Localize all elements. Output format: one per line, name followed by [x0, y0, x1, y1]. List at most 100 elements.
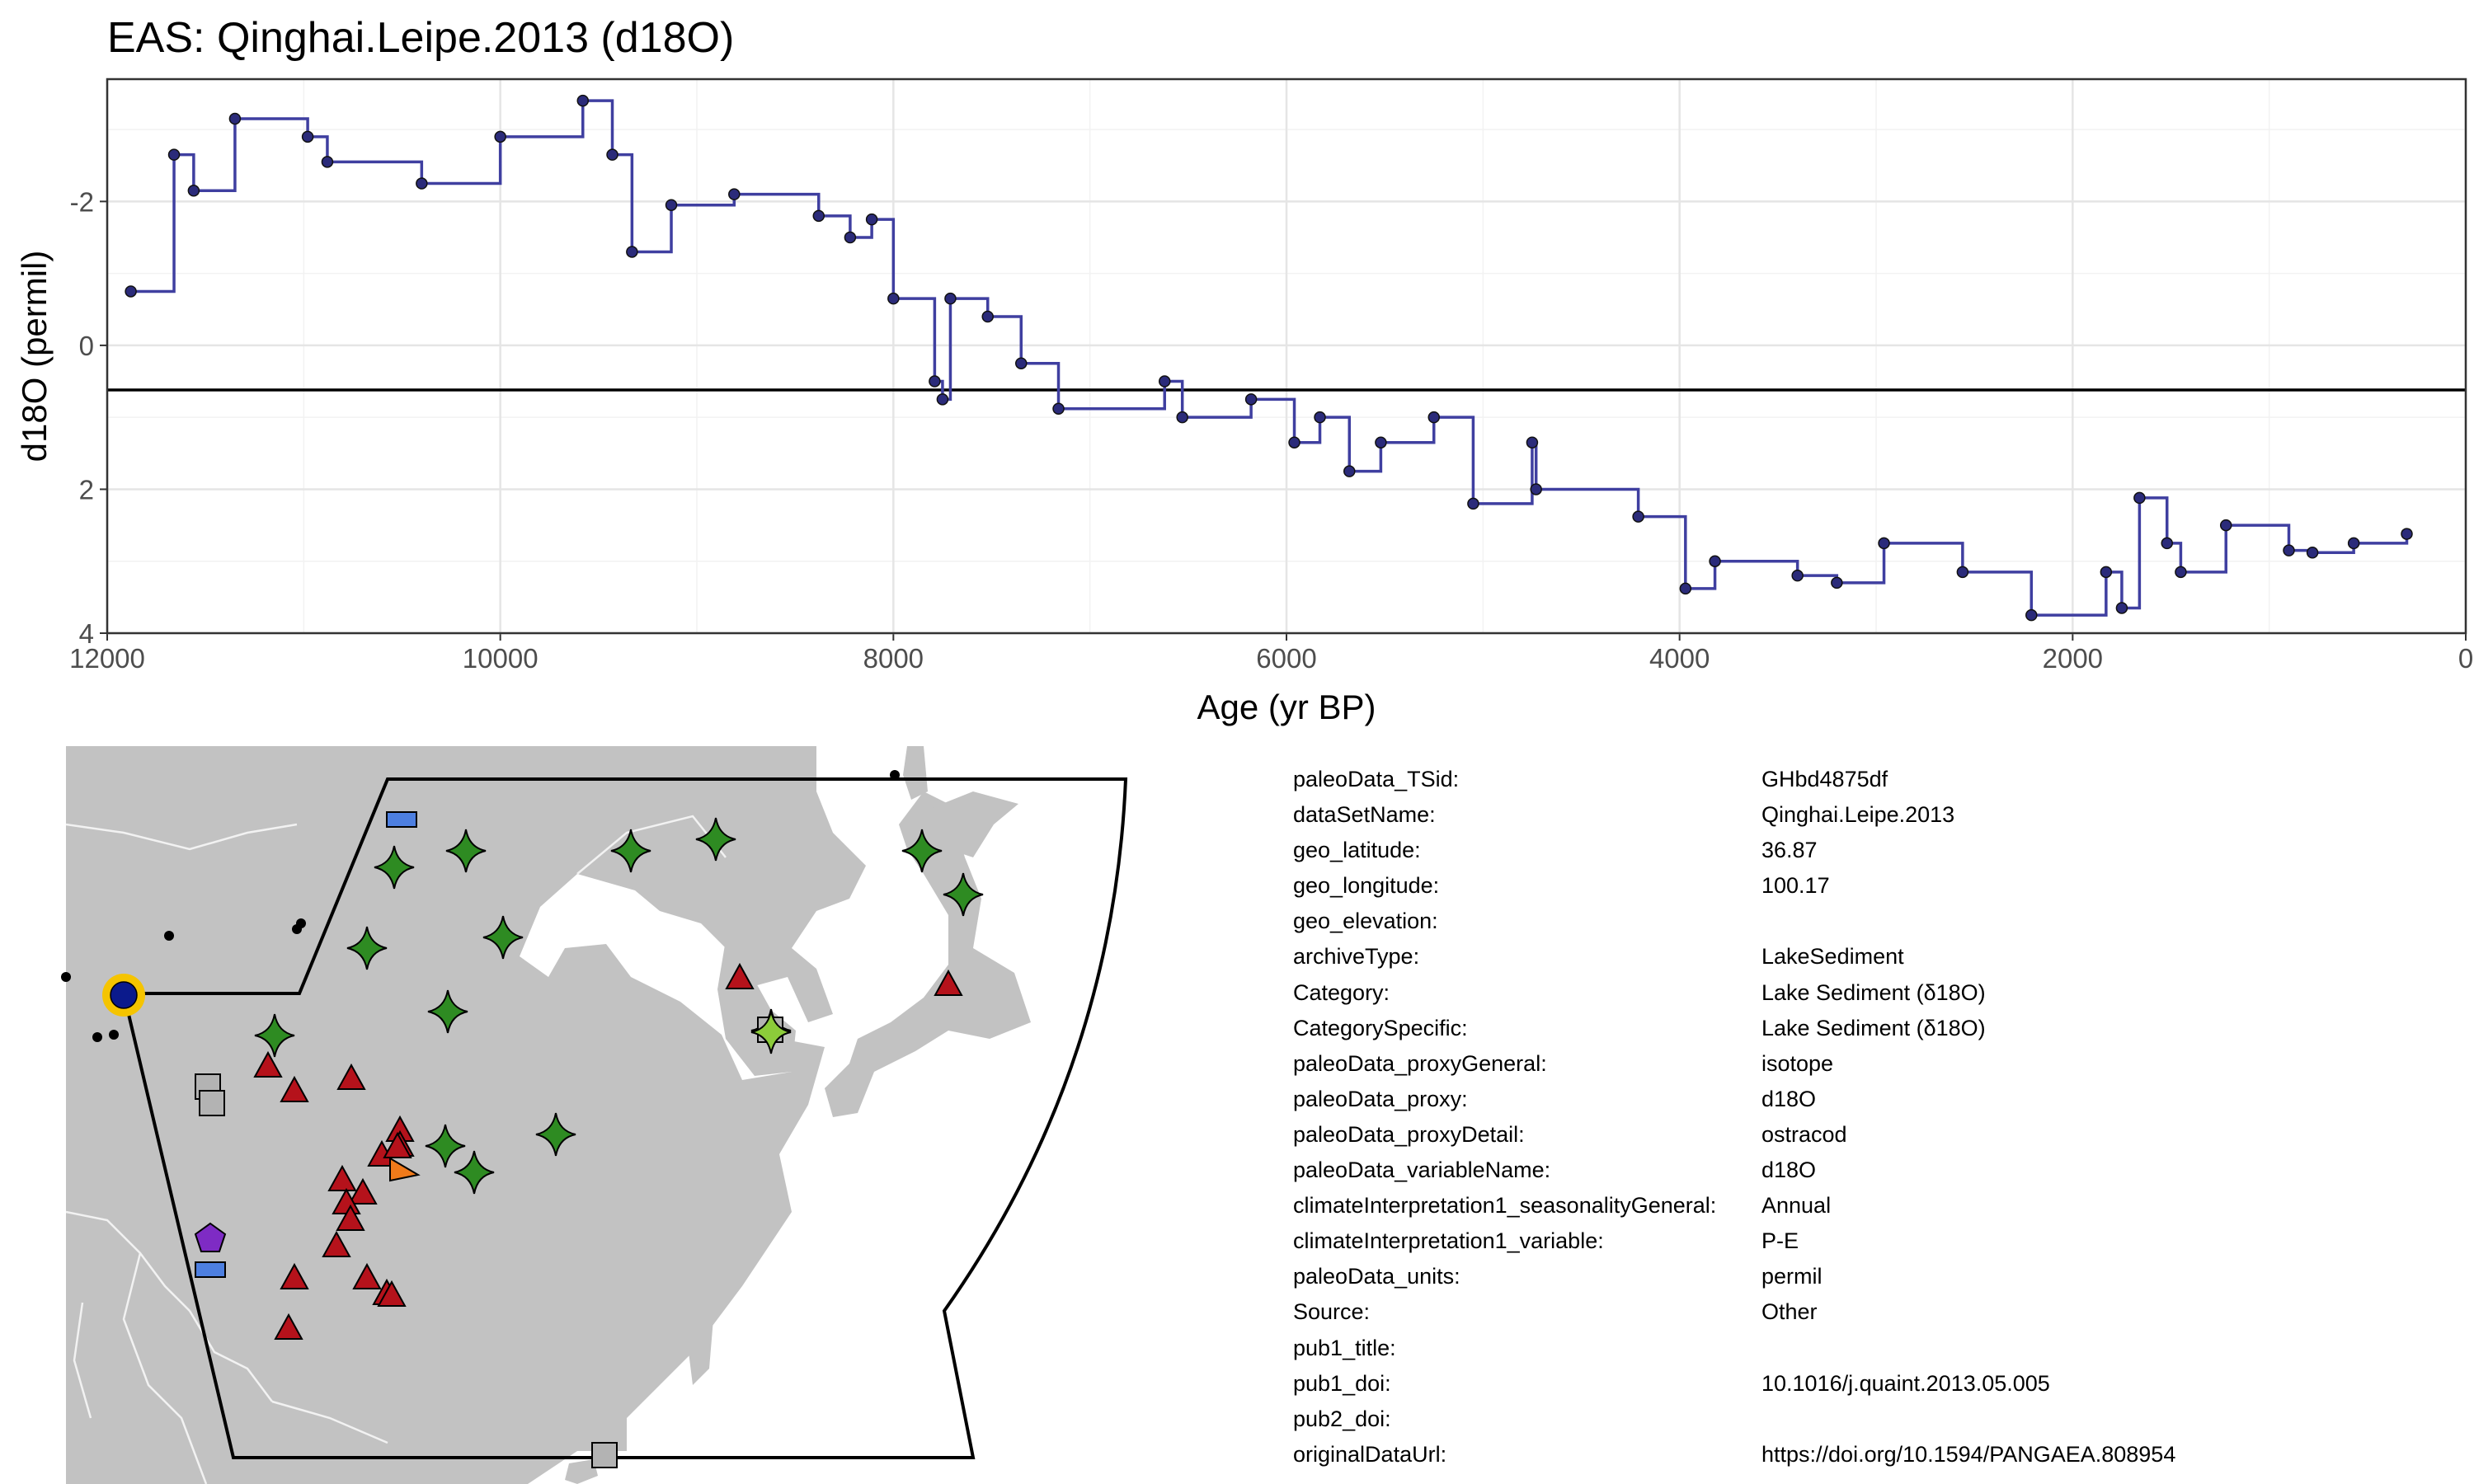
data-point — [494, 130, 506, 143]
metadata-key: paleoData_TSid: — [1293, 767, 1460, 791]
data-point — [626, 246, 638, 258]
site-dot-marker — [296, 918, 306, 928]
y-tick-label: -2 — [70, 186, 94, 217]
metadata-row: climateInterpretation1_seasonalityGenera… — [1293, 1188, 2448, 1223]
data-point — [728, 188, 741, 200]
data-point — [167, 148, 181, 161]
x-tick-label: 10000 — [463, 643, 539, 674]
data-point — [576, 94, 590, 107]
metadata-value: 100.17 — [1761, 873, 1830, 899]
metadata-row: paleoData_TSid: GHbd4875df — [1293, 762, 2448, 797]
metadata-value: Lake Sediment (δ18O) — [1761, 1015, 1986, 1040]
metadata-row: pub1_title: — [1293, 1331, 2448, 1366]
data-point — [2133, 491, 2146, 505]
site-triangle-marker — [725, 962, 755, 989]
site-square-marker — [199, 1090, 225, 1116]
metadata-key: pub1_title: — [1293, 1335, 1396, 1360]
x-tick-label: 0 — [2458, 643, 2473, 674]
metadata-value: GHbd4875df — [1761, 767, 1888, 791]
y-axis-title: d18O (permil) — [15, 251, 54, 463]
data-point — [228, 112, 242, 125]
metadata-key: dataSetName: — [1293, 802, 1436, 828]
x-tick-label: 6000 — [1256, 643, 1316, 674]
site-dot-marker — [61, 972, 71, 982]
data-point — [1878, 537, 1890, 550]
data-point — [2161, 537, 2173, 550]
site-star-marker — [427, 989, 468, 1034]
site-dot-marker — [109, 1030, 119, 1040]
site-triangle-marker — [280, 1262, 309, 1289]
site-star-marker — [695, 817, 736, 862]
site-square-marker — [591, 1442, 618, 1468]
chart-title: EAS: Qinghai.Leipe.2013 (d18O) — [107, 14, 735, 62]
metadata-row: CategorySpecific: Lake Sediment (δ18O) — [1293, 1011, 2448, 1046]
data-point — [665, 199, 678, 211]
site-dot-marker — [890, 770, 900, 780]
data-point — [1427, 411, 1440, 424]
site-pentagon-marker — [194, 1222, 227, 1252]
metadata-value: ostracod — [1761, 1121, 1847, 1147]
site-triangle-marker — [336, 1204, 365, 1231]
data-point — [1467, 497, 1479, 510]
metadata-value: P-E — [1761, 1228, 1799, 1254]
metadata-key: geo_longitude: — [1293, 873, 1440, 899]
metadata-row: geo_longitude: 100.17 — [1293, 868, 2448, 904]
site-rectangle-marker — [195, 1261, 226, 1278]
site-triangle-marker — [348, 1177, 378, 1205]
data-point — [936, 393, 949, 406]
metadata-key: paleoData_units: — [1293, 1264, 1460, 1289]
metadata-key: climateInterpretation1_variable: — [1293, 1228, 1604, 1254]
data-point — [1314, 411, 1326, 424]
site-triangle-marker — [377, 1280, 407, 1307]
site-orange-marker — [389, 1157, 421, 1182]
site-triangle-marker — [327, 1164, 357, 1191]
map-sakhalin — [903, 746, 928, 800]
metadata-row: paleoData_proxyDetail: ostracod — [1293, 1117, 2448, 1153]
data-point — [1632, 510, 1644, 523]
site-star-marker — [901, 829, 943, 873]
x-tick-label: 12000 — [69, 643, 145, 674]
data-point — [1176, 411, 1188, 424]
data-point — [1244, 393, 1258, 406]
x-tick-label: 8000 — [863, 643, 924, 674]
metadata-key: climateInterpretation1_seasonalityGenera… — [1293, 1193, 1717, 1219]
site-rectangle-marker — [386, 811, 417, 828]
data-point — [321, 156, 334, 168]
metadata-row: Source: Other — [1293, 1294, 2448, 1330]
plot-border — [106, 77, 2467, 635]
site-star-marker — [610, 829, 651, 873]
x-tick-label: 2000 — [2043, 643, 2103, 674]
metadata-key: originalDataUrl: — [1293, 1441, 1447, 1467]
site-star-marker — [943, 872, 984, 917]
metadata-row: climateInterpretation1_variable: P-E — [1293, 1223, 2448, 1259]
metadata-row: geo_latitude: 36.87 — [1293, 833, 2448, 868]
metadata-row: dataSetName: Qinghai.Leipe.2013 — [1293, 797, 2448, 833]
x-axis-title: Age (yr BP) — [1197, 688, 1376, 726]
data-point — [187, 185, 200, 197]
data-point — [812, 209, 825, 223]
data-point — [2175, 566, 2187, 579]
metadata-value: 36.87 — [1761, 838, 1818, 863]
metadata-key: Category: — [1293, 979, 1390, 1005]
map-hainan-island — [565, 1459, 598, 1484]
data-point — [1709, 555, 1721, 567]
metadata-key: paleoData_proxy: — [1293, 1086, 1468, 1111]
site-triangle-marker — [274, 1313, 303, 1340]
data-point — [2347, 537, 2360, 550]
data-point — [1288, 436, 1300, 448]
site-star-marker — [454, 1150, 495, 1195]
data-point — [1526, 436, 1539, 448]
data-point — [2283, 544, 2295, 556]
site-star-marker — [482, 915, 524, 960]
y-tick-label: 4 — [79, 618, 94, 649]
data-point — [125, 285, 137, 298]
data-point — [929, 375, 941, 387]
data-point — [2219, 519, 2232, 532]
data-point — [844, 231, 857, 244]
map-taiwan — [689, 1319, 713, 1385]
site-star-marker — [750, 1010, 792, 1054]
series-step-line — [130, 99, 2409, 617]
site-triangle-marker — [352, 1262, 382, 1289]
data-point — [416, 177, 428, 190]
